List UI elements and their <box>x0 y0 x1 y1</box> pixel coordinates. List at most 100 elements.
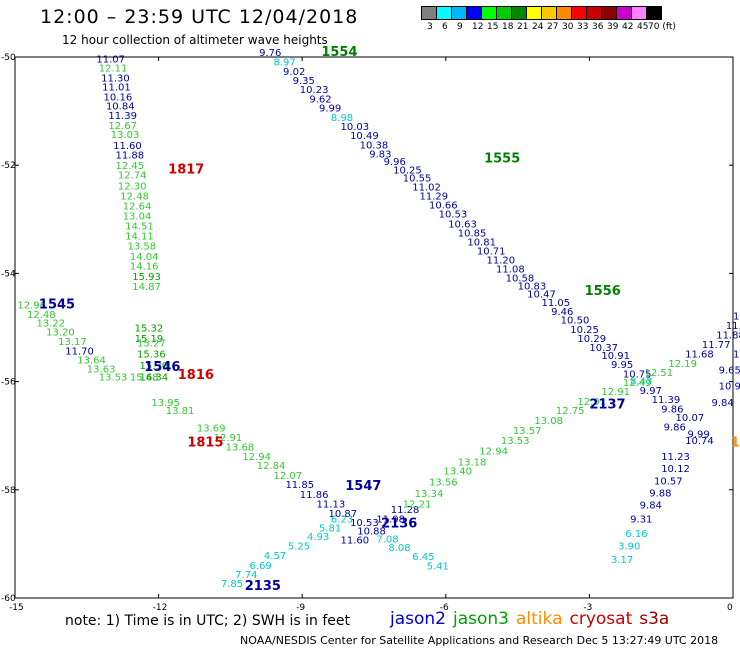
wave-height-value: 10.49 <box>350 131 379 142</box>
wave-height-value: 11.98 <box>376 514 405 525</box>
wave-height-value: 9.97 <box>640 386 662 397</box>
scale-label: 15 <box>487 22 499 32</box>
wave-height-value: 9.35 <box>293 76 315 87</box>
scale-label: 27 <box>547 22 559 32</box>
scale-label: 3 <box>427 22 433 32</box>
wave-height-value: 7.74 <box>235 570 257 581</box>
wave-height-value: 3.17 <box>611 555 633 566</box>
scale-label: 42 <box>622 22 634 32</box>
wave-height-value: 10.38 <box>360 140 389 151</box>
wave-height-value: 11.70 <box>65 347 94 358</box>
wave-height-value: 10.87 <box>329 509 358 520</box>
wave-height-value: 11.68 <box>685 349 714 360</box>
color-scale <box>421 5 662 24</box>
y-tick-label: -58 <box>1 486 16 496</box>
wave-height-value: 9.46 <box>551 307 573 318</box>
wave-height-value: 12.91 <box>601 387 630 398</box>
scale-label: 30 <box>562 22 574 32</box>
wave-height-value: 12.48 <box>27 310 56 321</box>
wave-height-value: 11.08 <box>496 264 525 275</box>
pass-number-label: 2136 <box>381 517 417 532</box>
wave-height-value: 13.69 <box>197 423 226 434</box>
wave-height-value: 11.85 <box>285 480 314 491</box>
wave-height-value: 10.91 <box>601 351 630 362</box>
wave-height-value: 13.22 <box>37 318 66 329</box>
wave-height-value: 6.69 <box>250 561 272 572</box>
wave-height-value: 12.48 <box>120 191 149 202</box>
pass-number-label: 1546 <box>144 360 180 375</box>
wave-height-value: 16.34 <box>139 373 168 384</box>
legend-item-altika: altika <box>516 609 563 629</box>
wave-height-value: 13.64 <box>77 356 106 367</box>
wave-height-value: 11.39 <box>108 111 137 122</box>
wave-height-value: 13.57 <box>513 426 542 437</box>
wave-height-value: 12.96 <box>17 301 46 312</box>
wave-height-value: 10.23 <box>300 85 329 96</box>
pass-number-label: 2137 <box>589 398 625 413</box>
wave-height-value: 12.91 <box>577 397 606 408</box>
pass-number-label: 1555 <box>484 151 520 166</box>
wave-height-value: 9.86 <box>664 422 686 433</box>
wave-height-value: 11.86 <box>300 490 329 501</box>
pass-number-label: 2135 <box>245 579 281 594</box>
wave-height-value: 10.55 <box>403 173 432 184</box>
wave-height-value: 10.75 <box>623 369 652 380</box>
wave-height-value: 8.97 <box>273 58 295 69</box>
wave-height-value: 12.51 <box>644 368 673 379</box>
wave-height-value: 11.30 <box>101 73 130 84</box>
wave-height-value: 13.95 <box>151 398 180 409</box>
pass-number-label: 1815 <box>187 436 223 451</box>
wave-height-value: 13.81 <box>166 406 195 417</box>
x-tick-label: -3 <box>583 603 592 613</box>
wave-height-value: 15.48 <box>130 373 159 384</box>
wave-height-value: 10.95 <box>719 382 740 393</box>
wave-height-value: 12.21 <box>403 500 432 511</box>
wave-height-value: 13.68 <box>226 442 255 453</box>
wave-height-value: 9.99 <box>688 429 710 440</box>
map-frame <box>14 56 734 599</box>
wave-height-value: 11.88 <box>116 151 145 162</box>
pass-labels: 1554 1555 1556 1545 1546 1547 1817 1816 1815 2135… <box>39 45 740 594</box>
wave-height-value: 12.11 <box>99 64 128 75</box>
scale-label: 18 <box>502 22 514 32</box>
wave-height-value: 10.53 <box>350 518 379 529</box>
wave-height-value: 10.63 <box>448 219 477 230</box>
wave-height-value: 9.65 <box>719 365 740 376</box>
wave-height-value: 9.95 <box>611 360 633 371</box>
wave-height-value: 13.53 <box>99 373 128 384</box>
wave-height-value: 11.01 <box>102 83 131 94</box>
wave-height-value: 12.19 <box>668 359 697 370</box>
wave-height-value: 13.08 <box>534 416 563 427</box>
scale-swatch <box>646 6 662 20</box>
scale-label: 6 <box>442 22 448 32</box>
wave-height-value: 13.20 <box>46 328 75 339</box>
wave-height-value: 11.13 <box>317 500 346 511</box>
wave-height-value: 6.16 <box>625 529 647 540</box>
wave-height-value: 10.83 <box>518 282 547 293</box>
scale-label: 70 (ft) <box>648 22 676 32</box>
wave-height-value: 13.34 <box>415 489 444 500</box>
wave-height-value: 11.29 <box>419 191 448 202</box>
scale-label: 33 <box>577 22 589 32</box>
scale-label: 21 <box>517 22 529 32</box>
wave-height-value: 9.96 <box>384 157 406 168</box>
wave-height-value: 14.51 <box>125 222 154 233</box>
wave-height-value: 8.98 <box>331 113 353 124</box>
wave-height-value: 10.58 <box>506 274 535 285</box>
wave-height-value: 11.05 <box>542 298 571 309</box>
wave-height-value: 13.03 <box>111 130 140 141</box>
wave-height-value: 12.07 <box>273 471 302 482</box>
wave-height-value: 10.25 <box>570 325 599 336</box>
wave-height-value: 9.62 <box>309 94 331 105</box>
wave-height-value: 10.12 <box>661 464 690 475</box>
wave-height-value: 8.08 <box>388 543 410 554</box>
pass-number-label: 1704 <box>731 436 740 451</box>
wave-height-value: 11.28 <box>391 505 420 516</box>
wave-height-value: 7.85 <box>221 579 243 590</box>
y-tick-label: -52 <box>1 161 16 171</box>
wave-height-value: 5.25 <box>288 541 310 552</box>
wave-height-value: 9.99 <box>319 104 341 115</box>
scale-label: 39 <box>607 22 619 32</box>
wave-height-value: 11.07 <box>96 54 125 65</box>
